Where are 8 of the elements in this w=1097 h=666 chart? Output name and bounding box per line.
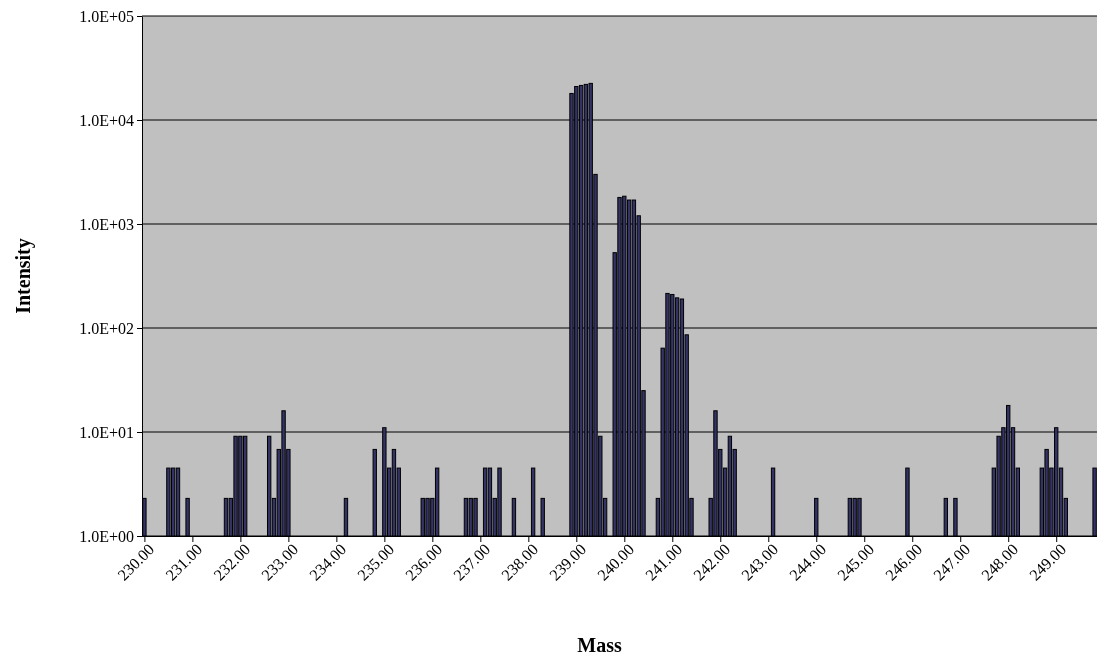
y-tick-label: 1.0E+05 xyxy=(79,7,134,25)
y-tick-label: 1.0E+04 xyxy=(79,111,134,129)
y-axis-title: Intensity xyxy=(12,238,35,314)
y-tick-label: 1.0E+02 xyxy=(79,319,134,337)
x-axis-title: Mass xyxy=(577,634,622,656)
y-tick-label: 1.0E+03 xyxy=(79,215,134,233)
y-tick-label: 1.0E+00 xyxy=(79,527,134,545)
y-tick-label: 1.0E+01 xyxy=(79,423,134,441)
